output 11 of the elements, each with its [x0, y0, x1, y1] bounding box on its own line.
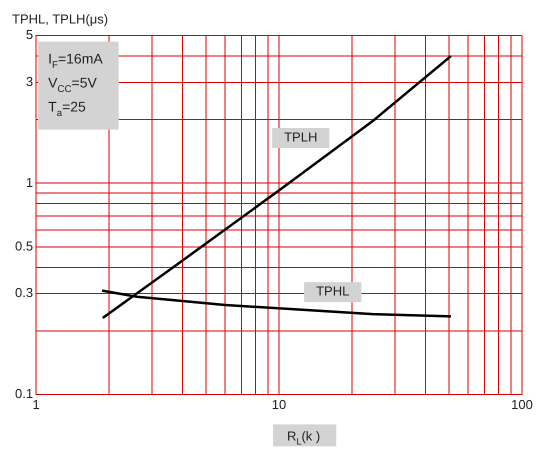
x-tick-label: 100 — [511, 396, 533, 412]
y-tick-label: 0.3 — [14, 285, 34, 300]
y-axis-title: TPHL, TPLH(μs) — [12, 11, 108, 26]
y-tick-label: 0.5 — [14, 238, 34, 254]
y-tick-label: 0.1 — [14, 386, 34, 401]
series-label: TPLH — [284, 130, 318, 145]
y-tick-label: 3 — [26, 74, 34, 90]
x-tick-label: 10 — [272, 396, 286, 412]
y-tick-label: 1 — [26, 174, 34, 190]
series-label: TPHL — [316, 284, 350, 299]
y-tick-label: 5 — [26, 27, 34, 42]
